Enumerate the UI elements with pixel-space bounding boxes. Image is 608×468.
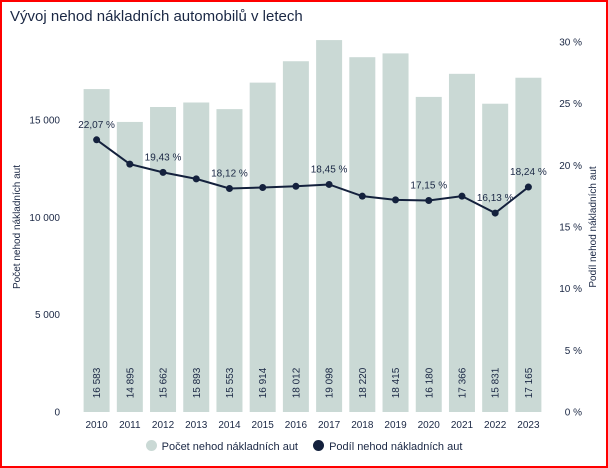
- x-tick-label: 2015: [252, 420, 275, 431]
- legend-bar-swatch: [145, 440, 157, 451]
- line-point-label: 16,13 %: [477, 193, 514, 204]
- line-point-label: 18,45 %: [311, 164, 348, 175]
- legend-line-swatch: [313, 440, 325, 451]
- line-point: [93, 136, 101, 144]
- line-point: [225, 185, 233, 193]
- line-point: [192, 175, 200, 183]
- bar: [415, 96, 442, 413]
- bar-value-label: 19 098: [325, 367, 336, 398]
- x-tick-label: 2011: [119, 420, 141, 431]
- y-tick-label: 15 000: [29, 115, 60, 126]
- y2-tick-label: 20 %: [559, 161, 582, 172]
- x-tick-label: 2019: [384, 420, 407, 431]
- bar: [150, 107, 177, 412]
- y2-tick-label: 5 %: [565, 346, 582, 357]
- x-tick-label: 2023: [517, 420, 540, 431]
- line-point-label: 18,24 %: [510, 167, 547, 178]
- y-axis-title: Počet nehod nákladních aut: [12, 165, 23, 289]
- line-point: [259, 184, 267, 192]
- legend: Počet nehod nákladních aut Podíl nehod n…: [0, 440, 608, 453]
- line-point-label: 18,12 %: [211, 169, 248, 180]
- legend-item-line: Podíl nehod nákladních aut: [313, 440, 462, 453]
- bar-value-label: 15 893: [192, 367, 203, 398]
- x-tick-label: 2010: [85, 420, 108, 431]
- x-tick-label: 2016: [285, 420, 308, 431]
- bar-value-label: 18 415: [391, 367, 402, 398]
- bar: [216, 109, 243, 412]
- x-tick-label: 2012: [152, 420, 175, 431]
- y2-tick-label: 0 %: [565, 408, 582, 419]
- line-point-label: 19,43 %: [145, 152, 182, 163]
- line-point-label: 17,15 %: [410, 180, 447, 191]
- y-tick-label: 0: [54, 408, 60, 419]
- bar-value-label: 17 366: [457, 367, 468, 398]
- bar-value-label: 15 662: [159, 367, 170, 398]
- bar: [316, 40, 343, 412]
- line-point: [491, 209, 499, 217]
- bar: [116, 121, 143, 412]
- legend-label-bars: Počet nehod nákladních aut: [161, 441, 298, 453]
- bar: [448, 73, 475, 412]
- legend-item-bars: Počet nehod nákladních aut: [145, 440, 298, 453]
- bar-value-label: 17 165: [524, 367, 535, 398]
- line-point: [425, 196, 433, 204]
- y-tick-label: 5 000: [35, 310, 60, 321]
- bar-value-label: 15 553: [225, 367, 236, 398]
- bar: [282, 61, 309, 413]
- y2-tick-label: 30 %: [559, 38, 582, 49]
- line-point: [292, 182, 300, 190]
- y-tick-label: 10 000: [29, 213, 60, 224]
- x-tick-label: 2020: [418, 420, 441, 431]
- bar: [382, 53, 409, 413]
- line-point: [358, 192, 366, 200]
- x-tick-label: 2017: [318, 420, 341, 431]
- chart-title: Vývoj nehod nákladních automobilů v lete…: [10, 8, 303, 25]
- y2-tick-label: 10 %: [559, 284, 582, 295]
- line-point: [524, 183, 532, 191]
- line-point-label: 22,07 %: [78, 120, 115, 131]
- y2-tick-label: 25 %: [559, 99, 582, 110]
- legend-label-line: Podíl nehod nákladních aut: [329, 441, 463, 453]
- y2-tick-label: 15 %: [559, 223, 582, 234]
- x-tick-label: 2018: [351, 420, 374, 431]
- x-tick-label: 2013: [185, 420, 208, 431]
- y2-axis-title: Podíl nehod nákladních aut: [588, 166, 599, 287]
- x-tick-label: 2014: [218, 420, 241, 431]
- bar-value-label: 18 012: [291, 367, 302, 398]
- bar: [349, 57, 376, 412]
- line-point: [325, 180, 333, 188]
- bar: [249, 82, 276, 413]
- line-point: [159, 168, 167, 176]
- bar-value-label: 14 895: [125, 367, 136, 398]
- bar: [183, 102, 210, 413]
- bar-value-label: 16 180: [424, 367, 435, 398]
- x-tick-label: 2021: [451, 420, 474, 431]
- bar: [515, 77, 542, 413]
- bar-value-label: 15 831: [491, 367, 502, 398]
- line-point: [392, 196, 400, 204]
- bar-value-label: 16 583: [92, 367, 103, 398]
- bar-value-label: 16 914: [258, 367, 269, 398]
- line-point: [126, 160, 134, 168]
- x-tick-label: 2022: [484, 420, 507, 431]
- share-line: [96, 138, 530, 215]
- bar-value-label: 18 220: [358, 367, 369, 398]
- bar: [482, 103, 509, 413]
- line-point: [458, 192, 466, 200]
